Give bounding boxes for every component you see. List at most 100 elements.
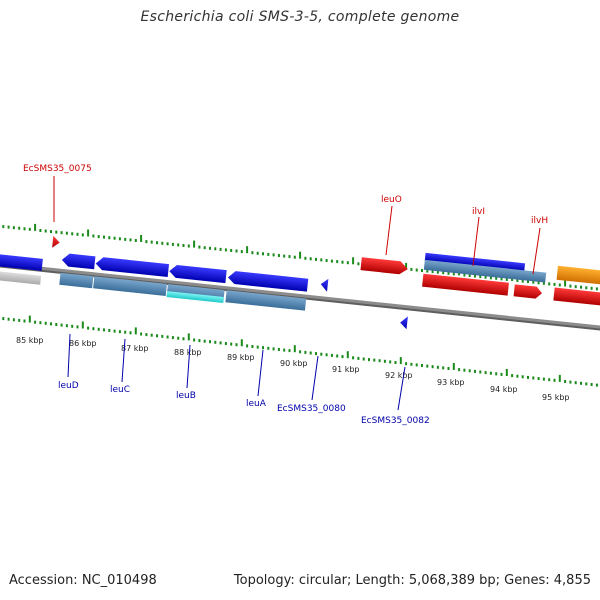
reverse-track-minor-tick [426,364,429,368]
tick-label-94: 94 kbp [490,385,518,394]
label-leuA[interactable]: leuA [246,399,267,409]
label-leuB[interactable]: leuB [176,391,196,401]
reverse-track-minor-tick [378,359,381,363]
gene-EcSMS35_0080[interactable] [320,278,329,292]
gene-leuD[interactable] [61,253,96,270]
reverse-track-minor-tick [511,374,514,378]
forward-track-minor-tick [182,244,185,247]
forward-track-minor-tick [474,274,476,278]
reverse-track-minor-tick [219,341,222,345]
forward-track-minor-tick [521,279,524,283]
forward-track-minor-tick [426,269,429,273]
forward-track-minor-tick [267,252,270,256]
reverse-track-minor-tick [405,362,408,366]
reverse-track-minor-tick [44,321,47,325]
forward-track-minor-tick [479,275,482,279]
forward-track-minor-tick [108,236,111,240]
forward-track-major-tick [246,246,249,254]
reverse-track-minor-tick [521,375,524,379]
forward-track-minor-tick [262,252,264,256]
label-EcSMS35_0080[interactable]: EcSMS35_0080 [277,404,346,414]
feature-band-leuC [93,276,167,296]
reverse-track-minor-tick [325,353,328,357]
forward-track-minor-tick [113,236,116,240]
reverse-track-minor-tick [60,323,63,327]
label-ilvH[interactable]: ilvH [531,216,548,226]
forward-track-minor-tick [39,229,42,232]
tick-label-90: 90 kbp [280,359,308,368]
forward-track-minor-tick [436,270,439,274]
forward-track-minor-tick [468,274,471,277]
forward-track-minor-tick [553,282,556,286]
reverse-track-minor-tick [336,354,339,358]
reverse-track-minor-tick [595,383,598,387]
label-ilvI[interactable]: ilvI [472,207,485,217]
forward-track-minor-tick [65,231,68,235]
reverse-track-minor-tick [320,352,323,356]
label-EcSMS35_0082[interactable]: EcSMS35_0082 [361,416,430,426]
label-EcSMS35_0075[interactable]: EcSMS35_0075 [23,164,92,174]
reverse-track-minor-tick [304,350,307,354]
reverse-track-major-tick [293,345,296,353]
reverse-track-minor-tick [272,347,275,351]
reverse-track-minor-tick [7,317,10,321]
reverse-track-major-tick [240,339,243,347]
map-title: Escherichia coli SMS-3-5, complete genom… [140,9,460,25]
reverse-track-major-tick [81,321,84,329]
gene-leuO[interactable] [360,257,408,275]
reverse-track-minor-tick [124,330,127,334]
reverse-track-minor-tick [198,339,201,343]
gene-leuB[interactable] [169,264,227,284]
forward-track-minor-tick [198,245,201,249]
gene-reverse-left-edge[interactable] [0,252,43,271]
tick-label-89: 89 kbp [227,353,255,362]
gene-ilvI-blue[interactable] [424,252,526,272]
label-leuO[interactable]: leuO [381,195,402,205]
gene-red-right-edge[interactable] [553,287,600,310]
reverse-track-minor-tick [479,370,482,374]
reverse-track-major-tick [399,357,402,365]
gene-orange-rna[interactable] [556,265,600,289]
reverse-track-minor-tick [373,358,376,362]
reverse-track-minor-tick [474,369,476,373]
forward-track-minor-tick [92,234,95,238]
reverse-track-minor-tick [177,336,180,340]
gene-leuC[interactable] [95,256,170,278]
label-leuD[interactable]: leuD [58,381,79,391]
forward-track-minor-tick [315,257,317,261]
reverse-track-major-tick [134,327,137,335]
forward-track-minor-tick [60,231,63,235]
reverse-track-minor-tick [150,333,153,337]
forward-track-minor-tick [585,286,588,290]
forward-track-minor-tick [150,240,153,244]
forward-track-minor-tick [177,243,180,247]
gene-ilvH[interactable] [513,284,543,299]
forward-track-minor-tick [336,260,339,264]
reverse-track-minor-tick [283,348,286,352]
reverse-track-minor-tick [553,378,556,382]
reverse-track-minor-tick [71,324,74,328]
reverse-gene-labels: leuD leuC leuB leuA EcSMS35_0080 EcSMS35… [58,333,430,426]
reverse-track-minor-tick [108,329,111,332]
forward-track-major-tick [140,235,143,242]
label-leuC[interactable]: leuC [110,385,130,395]
forward-track-minor-tick [23,227,26,231]
forward-track-minor-tick [118,237,121,241]
gene-EcSMS35_0082[interactable] [400,316,408,330]
forward-track-minor-tick [145,240,148,244]
forward-track-major-tick [87,229,90,237]
gene-EcSMS35_0075[interactable] [52,235,60,249]
forward-track-minor-tick [500,277,503,281]
feature-band-leuD [59,272,94,289]
reverse-track-minor-tick [113,329,116,333]
reverse-track-minor-tick [368,358,370,362]
forward-track-minor-tick [161,241,164,245]
reverse-track-minor-tick [564,380,567,383]
reverse-track-minor-tick [389,360,392,364]
gene-ilvI[interactable] [422,273,509,296]
reverse-track-major-tick [452,363,455,370]
forward-track-minor-tick [495,276,498,280]
gene-leuA[interactable] [227,270,309,292]
forward-track-minor-tick [256,251,259,255]
